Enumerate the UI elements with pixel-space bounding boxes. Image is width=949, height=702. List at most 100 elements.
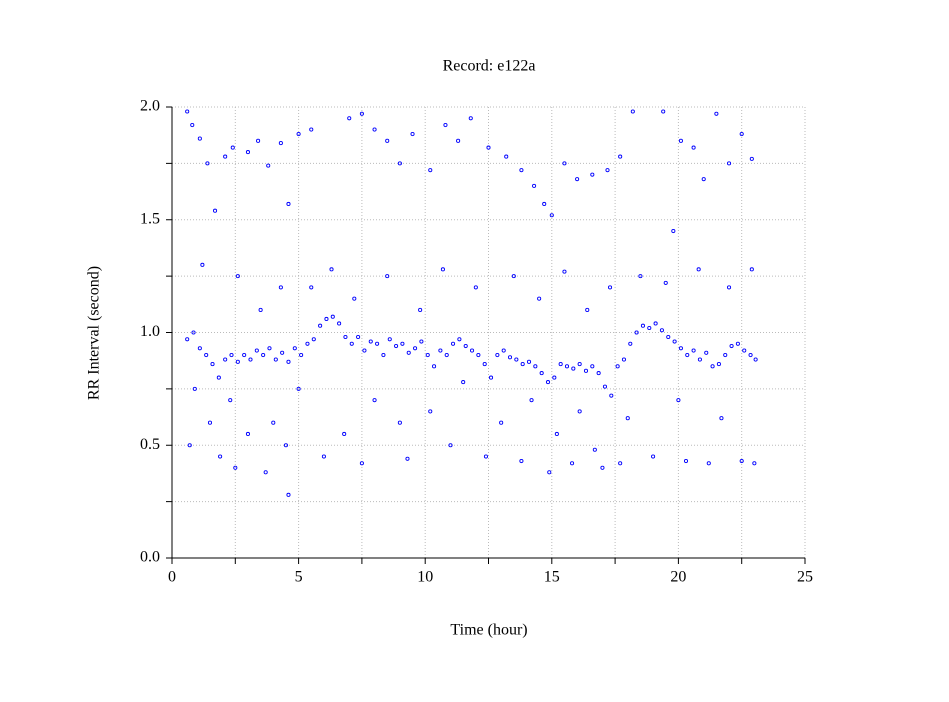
point [309, 127, 314, 132]
point [443, 122, 448, 128]
point [529, 398, 534, 403]
point [212, 208, 218, 213]
point [532, 183, 537, 188]
point [440, 267, 445, 272]
point [337, 321, 342, 326]
point [448, 443, 453, 448]
point [254, 348, 259, 353]
point [192, 386, 197, 391]
point [719, 416, 724, 421]
point [425, 352, 430, 358]
point [501, 348, 506, 353]
point [210, 362, 215, 367]
point [197, 346, 202, 351]
point [545, 380, 551, 385]
point [205, 161, 210, 166]
point [428, 409, 433, 414]
point [457, 337, 462, 342]
point [463, 343, 468, 349]
point [482, 362, 487, 367]
point [397, 420, 402, 425]
point [519, 168, 524, 173]
point [609, 393, 614, 398]
point [216, 375, 221, 380]
point [549, 213, 554, 218]
point [400, 341, 405, 346]
point [233, 465, 238, 470]
x-axis-label: Time (hour) [450, 622, 527, 639]
point [661, 109, 666, 114]
point [507, 355, 513, 360]
point [696, 267, 701, 272]
point [678, 346, 683, 351]
point [296, 386, 301, 391]
point [651, 454, 656, 459]
point [342, 431, 347, 437]
point [235, 359, 240, 364]
point [456, 138, 461, 143]
point [368, 339, 373, 344]
point [752, 461, 757, 466]
point [204, 352, 209, 358]
point [218, 454, 223, 459]
point [486, 145, 491, 150]
point [324, 316, 329, 322]
point [539, 371, 544, 376]
point [419, 339, 424, 344]
point [683, 458, 689, 464]
point [229, 352, 234, 358]
point [235, 274, 240, 279]
point [666, 334, 671, 340]
point [305, 341, 310, 346]
point [359, 111, 364, 116]
point [438, 348, 443, 353]
point [714, 111, 719, 116]
point [191, 330, 196, 335]
point [671, 228, 676, 234]
point [537, 296, 542, 301]
point [600, 465, 605, 470]
point [286, 359, 291, 364]
point [749, 267, 754, 272]
y-tick-label: 0.0 [140, 549, 160, 566]
point [704, 350, 709, 355]
point [228, 398, 233, 403]
point [519, 458, 524, 464]
point [266, 163, 271, 168]
y-tick-label: 2.0 [140, 98, 160, 115]
point [476, 352, 481, 358]
point [230, 145, 235, 150]
point [292, 346, 297, 351]
point [542, 201, 547, 207]
point [710, 364, 715, 369]
point [394, 343, 399, 349]
point [504, 154, 509, 159]
point [558, 362, 563, 367]
point [329, 267, 334, 272]
point [286, 492, 291, 497]
point [602, 384, 608, 389]
point [552, 375, 557, 380]
point [347, 116, 352, 121]
point [483, 454, 489, 459]
point [432, 364, 437, 369]
point [691, 145, 696, 150]
point [278, 141, 283, 146]
point [296, 132, 301, 137]
point [385, 274, 390, 279]
point [511, 274, 516, 279]
point [362, 348, 367, 353]
x-tick-label: 10 [417, 569, 433, 586]
point [200, 262, 205, 267]
point [742, 348, 747, 353]
x-tick-label: 5 [295, 569, 303, 586]
point [321, 454, 326, 459]
point [223, 357, 228, 362]
x-tick-label: 20 [670, 569, 686, 586]
point [263, 470, 268, 475]
point [533, 364, 538, 369]
point [647, 325, 652, 331]
point [418, 307, 423, 313]
point [685, 352, 690, 358]
point [630, 109, 635, 114]
